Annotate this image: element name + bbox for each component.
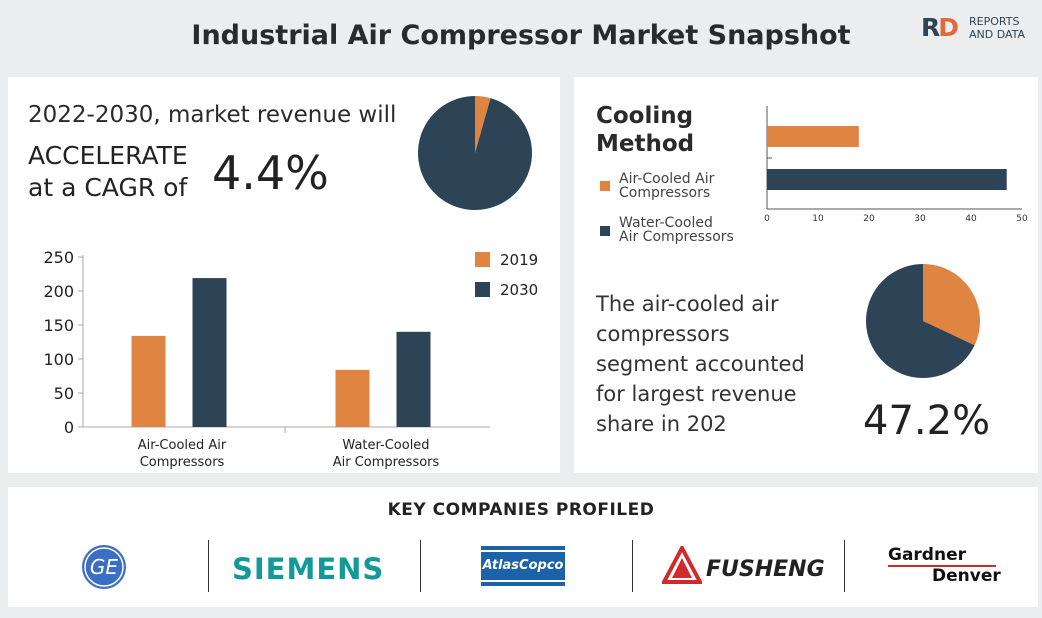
legend-swatch — [475, 252, 490, 267]
legend-swatch — [475, 282, 490, 297]
logo-rd-mark: RD — [921, 13, 959, 42]
siemens-logo: SIEMENS — [232, 552, 385, 586]
accelerate-text: ACCELERATE at a CAGR of — [28, 141, 188, 202]
pie-slice — [866, 264, 975, 379]
fusheng-triangle-icon — [662, 546, 702, 584]
cooling-method-title: Cooling Method — [596, 103, 695, 157]
bar — [335, 369, 370, 427]
y-tick-label: 0 — [64, 418, 74, 437]
x-tick-label: Air Compressors — [333, 455, 440, 470]
x-tick-label: 30 — [914, 214, 926, 224]
fusheng-logo: FUSHENG — [706, 557, 825, 582]
pie-slice — [475, 96, 491, 153]
revenue-headline: 2022-2030, market revenue will — [28, 102, 397, 128]
x-tick-label: 10 — [812, 214, 824, 224]
divider — [632, 540, 633, 592]
legend-label: 2030 — [500, 281, 538, 299]
cagr-pie-chart — [417, 96, 532, 210]
atlas-copco-logo: AtlasCopco — [481, 546, 565, 586]
page-title: Industrial Air Compressor Market Snapsho… — [191, 20, 851, 51]
pie-slice — [417, 96, 532, 210]
legend-water-cooled: Water-Cooled Air Compressors — [619, 215, 734, 245]
y-tick-label: 100 — [43, 350, 74, 369]
legend-label: 2019 — [500, 251, 538, 269]
x-tick-label: 0 — [764, 214, 770, 224]
companies-title: KEY COMPANIES PROFILED — [387, 500, 655, 520]
logo-text: REPORTS AND DATA — [969, 15, 1026, 41]
share-description: The air-cooled air compressors segment a… — [596, 292, 805, 436]
share-pie-chart — [866, 264, 980, 379]
gardner-denver-logo: Gardner Denver — [888, 545, 1001, 586]
divider — [208, 540, 209, 592]
x-tick-label: Water-Cooled — [342, 438, 429, 453]
legend-swatch-water-cooled — [600, 226, 610, 236]
bar — [131, 335, 166, 427]
hbar — [767, 126, 859, 147]
svg-text:GE: GE — [90, 555, 118, 579]
legend-swatch-air-cooled — [600, 181, 610, 191]
revenue-bar-chart: 0 50 100 150 200 250 Air-Cooled Air Compressors… — [43, 248, 538, 470]
bar — [192, 278, 227, 427]
x-tick-label: 40 — [965, 214, 977, 224]
y-tick-label: 200 — [43, 282, 74, 301]
x-tick-label: Air-Cooled Air — [138, 438, 227, 453]
y-tick-label: 150 — [43, 316, 74, 335]
x-tick-label: 50 — [1016, 214, 1028, 224]
pie-slice — [923, 264, 980, 346]
share-value: 47.2% — [863, 398, 991, 444]
bar — [396, 331, 431, 427]
cagr-value: 4.4% — [212, 146, 329, 200]
hbar — [767, 169, 1007, 190]
legend-air-cooled: Air-Cooled Air Compressors — [619, 171, 715, 201]
x-tick-label: 20 — [863, 214, 875, 224]
divider — [420, 540, 421, 592]
y-tick-label: 250 — [43, 248, 74, 267]
x-tick-label: Compressors — [140, 455, 225, 470]
cooling-hbar-chart: 0 10 20 30 40 50 — [764, 106, 1028, 224]
reports-and-data-logo: RD REPORTS AND DATA — [921, 13, 1041, 43]
divider — [844, 540, 845, 592]
ge-logo: GE — [82, 545, 126, 589]
y-tick-label: 50 — [54, 384, 74, 403]
